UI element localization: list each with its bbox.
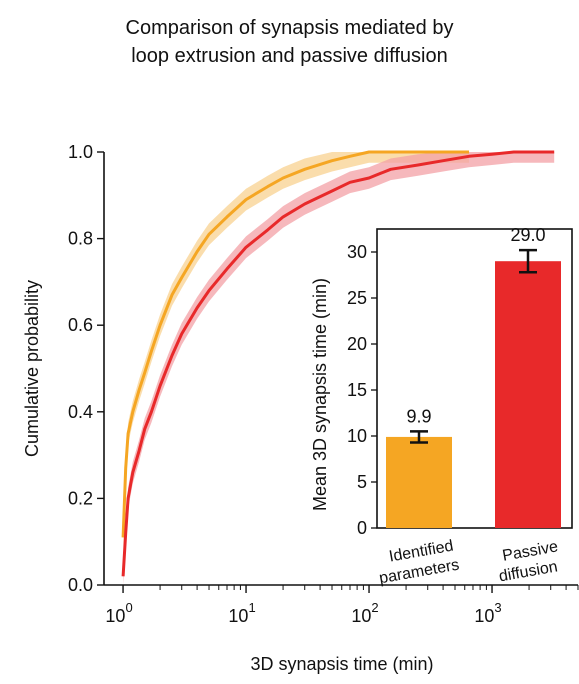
inset-y-tick-label: 5 xyxy=(357,472,367,492)
inset-y-tick-label: 0 xyxy=(357,518,367,538)
inset-bar-0 xyxy=(386,436,452,528)
inset-y-axis-label: Mean 3D synapsis time (min) xyxy=(310,278,330,511)
x-tick-label: 102 xyxy=(351,600,378,626)
inset-bar-chart: 0 5 10 15 20 25 30 Mean 3D synapsis time (min) 9… xyxy=(310,225,573,587)
series-1-confidence-band xyxy=(123,152,555,585)
series-1-line xyxy=(121,150,555,577)
inset-y-tick-label: 20 xyxy=(347,334,367,354)
inset-bar-1 xyxy=(495,261,561,528)
x-axis-label: 3D synapsis time (min) xyxy=(250,654,433,674)
y-tick-label: 0.6 xyxy=(68,315,93,335)
inset-bar-value-label: 9.9 xyxy=(406,406,431,426)
chart-title-line-1: Comparison of synapsis mediated by xyxy=(125,17,454,39)
inset-y-tick-label: 10 xyxy=(347,426,367,446)
y-tick-label: 0.0 xyxy=(68,575,93,595)
inset-y-tick-label: 25 xyxy=(347,288,367,308)
y-tick-label: 0.4 xyxy=(68,402,93,422)
inset-y-tick-label: 15 xyxy=(347,380,367,400)
x-tick-label: 101 xyxy=(228,600,255,626)
series-0-line xyxy=(121,150,469,538)
chart-title-line-2: loop extrusion and passive diffusion xyxy=(131,45,448,67)
main-plot: 0.0 0.2 0.4 0.6 0.8 1.0 Cumulative probability… xyxy=(22,142,579,674)
y-tick-label: 0.2 xyxy=(68,488,93,508)
x-tick-label: 103 xyxy=(474,600,501,626)
y-tick-label: 1.0 xyxy=(68,142,93,162)
x-tick-label: 100 xyxy=(105,600,132,626)
chart-title: Comparison of synapsis mediated by loop … xyxy=(0,14,579,70)
inset-y-tick-label: 30 xyxy=(347,242,367,262)
inset-bar-value-label: 29.0 xyxy=(510,225,545,245)
y-tick-label: 0.8 xyxy=(68,229,93,249)
y-axis-label: Cumulative probability xyxy=(22,280,42,457)
